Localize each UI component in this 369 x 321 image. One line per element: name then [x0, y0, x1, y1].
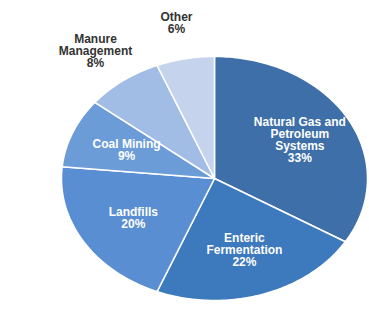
svg-text:ManureManagement8%: ManureManagement8%: [59, 32, 132, 70]
svg-text:Coal Mining9%: Coal Mining9%: [93, 137, 161, 163]
svg-text:Landfills20%: Landfills20%: [109, 205, 159, 231]
svg-text:EntericFermentation22%: EntericFermentation22%: [206, 231, 282, 269]
svg-text:Natural Gas andPetroleumSystem: Natural Gas andPetroleumSystems33%: [254, 115, 346, 165]
svg-text:Other6%: Other6%: [160, 10, 192, 36]
